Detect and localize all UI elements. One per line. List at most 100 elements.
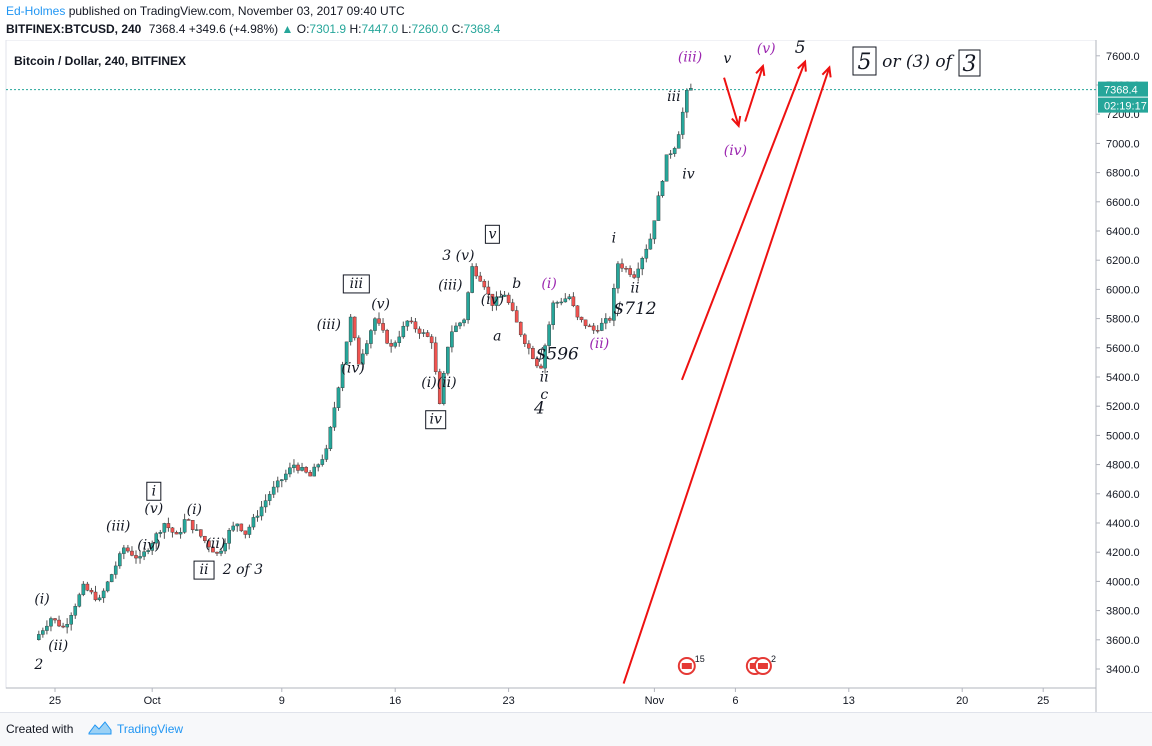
candle-body	[575, 305, 580, 318]
time-axis[interactable]: 25 Oct 9 16 23 Nov 6 13 20 25	[49, 688, 1049, 707]
candle-body	[397, 336, 402, 343]
candle-body	[510, 302, 515, 311]
candle-body	[454, 325, 458, 332]
time-tick-label: 9	[279, 695, 285, 707]
time-tick-label: 20	[956, 695, 968, 707]
low-value: 7260.0	[411, 22, 449, 36]
candle-body	[599, 322, 604, 331]
candle-body	[142, 551, 146, 557]
time-tick-label: Nov	[645, 695, 665, 707]
candle-body	[308, 471, 312, 477]
candle-body	[405, 320, 410, 327]
event-count: 2	[771, 654, 776, 664]
candle-body	[340, 364, 345, 388]
high-label: H:	[349, 22, 362, 36]
candle-body	[150, 542, 155, 551]
candle-body	[466, 292, 470, 321]
price-tick-label: 5200.0	[1106, 401, 1140, 413]
price-axis[interactable]: 3400.0 3600.0 3800.0 4000.0 4200.0 4400.0 4600…	[1096, 51, 1140, 676]
candle-body	[652, 220, 657, 240]
price-tick-label: 6800.0	[1106, 168, 1140, 180]
price-tick-label: 5400.0	[1106, 372, 1140, 384]
wave-label: i	[612, 231, 616, 247]
candle-body	[73, 606, 78, 616]
wave-label: (i)(ii)	[421, 375, 456, 391]
candle-body	[494, 296, 499, 306]
change-value: +349.6 (+4.98%)	[188, 22, 279, 36]
wave-label: 5	[795, 40, 806, 58]
price-tick-label: 3600.0	[1106, 635, 1140, 647]
candle-body	[146, 550, 150, 552]
wave-label: (v)	[144, 501, 163, 517]
symbol-name: BITFINEX:BTCUSD, 240	[6, 22, 142, 36]
time-tick-label: 23	[502, 695, 514, 707]
tradingview-logo-icon[interactable]	[88, 720, 112, 736]
candle-body	[178, 532, 183, 535]
wave-label: i	[152, 483, 156, 499]
wave-label: ii	[630, 280, 639, 296]
price-tick-label: 6000.0	[1106, 284, 1140, 296]
publish-line: Ed-Holmes published on TradingView.com, …	[6, 4, 405, 18]
candle-body	[166, 523, 171, 529]
candle-body	[393, 342, 398, 347]
candle-body	[409, 320, 414, 323]
candle-body	[93, 591, 98, 601]
candle-body	[190, 520, 195, 531]
wave-label-box	[146, 481, 162, 501]
red-arrow-head	[821, 65, 832, 78]
candle-body	[182, 519, 187, 533]
last-price-tag	[1098, 81, 1148, 97]
candle-body	[547, 324, 551, 346]
candle-body	[312, 466, 317, 477]
wave-count-note: 5 or (3) of 3	[852, 46, 981, 77]
wave-label-box	[342, 274, 370, 294]
candle-body	[162, 523, 167, 533]
candle-body	[154, 533, 159, 544]
event-count: 15	[695, 654, 705, 664]
author-link[interactable]: Ed-Holmes	[6, 4, 66, 18]
candle-body	[474, 266, 479, 277]
wave-label: (iii)	[317, 317, 341, 333]
countdown-label: 02:19:17	[1104, 101, 1147, 113]
candle-body	[235, 523, 240, 527]
candle-body	[664, 154, 669, 182]
candle-body	[198, 529, 203, 537]
wave-label: (iii)	[106, 518, 130, 534]
ohlc: O:7301.9 H:7447.0 L:7260.0 C:7368.4	[297, 22, 501, 36]
tradingview-brand-link[interactable]: TradingView	[117, 722, 184, 736]
last-price-tag-label: 7368.4	[1104, 85, 1138, 97]
wave-label: (iv)	[724, 143, 747, 159]
low-label: L:	[401, 22, 412, 36]
price-tick-label: 5000.0	[1106, 430, 1140, 442]
wave-label: 2 of 3	[222, 562, 263, 578]
candle-body	[57, 619, 61, 627]
candle-body	[328, 426, 333, 449]
wave-labels-layer: (i)(ii)2(iii)(v)(iv)i(i)(ii)ii 2 of 3(iii…	[33, 40, 805, 673]
candle-body	[604, 318, 608, 324]
time-tick-label: 13	[843, 695, 855, 707]
wave-label: b	[512, 276, 521, 292]
wave-label-box	[193, 560, 215, 580]
candle-body	[437, 371, 442, 405]
candle-body	[531, 347, 535, 359]
candle-body	[37, 634, 41, 641]
time-tick-label: Oct	[144, 695, 161, 707]
chart-title: Bitcoin / Dollar, 240, BITFINEX	[14, 54, 186, 68]
candle-body	[267, 494, 272, 501]
candle-body	[470, 266, 474, 293]
time-tick-label: 25	[49, 695, 61, 707]
candle-body	[292, 464, 296, 469]
wave-label-box	[484, 224, 500, 244]
red-arrow-head	[797, 59, 807, 72]
red-arrow-head	[755, 63, 766, 77]
candle-body	[251, 517, 256, 528]
price-chart[interactable]: Bitcoin / Dollar, 240, BITFINEX 3400.036…	[0, 40, 1152, 712]
candle-body	[442, 373, 446, 405]
candle-body	[640, 258, 645, 270]
candle-body	[676, 134, 681, 149]
red-arrow-line	[622, 67, 831, 684]
candle-body	[632, 274, 636, 278]
price-tick-label: 6200.0	[1106, 255, 1140, 267]
open-value: 7301.9	[309, 22, 347, 36]
candle-body	[563, 298, 568, 303]
